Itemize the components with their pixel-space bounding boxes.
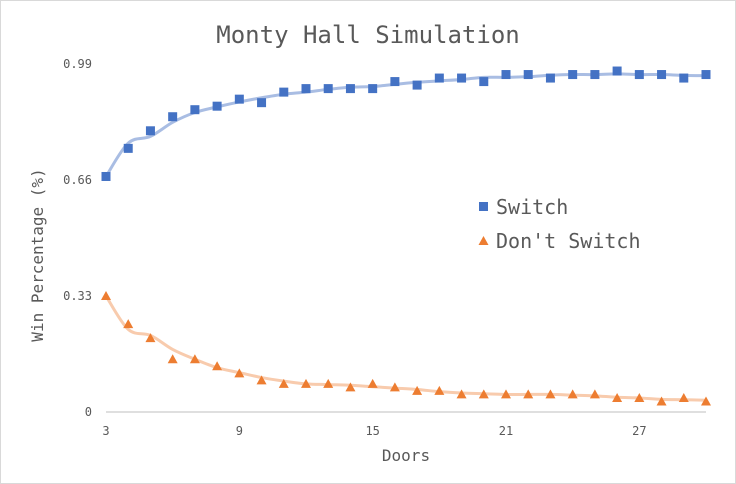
dont-switch-point bbox=[234, 368, 245, 378]
legend-switch-label: Switch bbox=[496, 195, 568, 219]
x-tick-label: 27 bbox=[632, 424, 646, 438]
switch-point bbox=[323, 84, 333, 94]
switch-point bbox=[145, 126, 155, 136]
switch-point bbox=[701, 70, 711, 80]
dont-switch-point bbox=[301, 378, 311, 388]
switch-trendline bbox=[104, 72, 708, 178]
dont-switch-point bbox=[701, 396, 711, 406]
switch-point bbox=[545, 73, 555, 83]
switch-point bbox=[501, 70, 511, 80]
dont-switch-point bbox=[256, 375, 267, 385]
x-tick-label: 9 bbox=[236, 424, 243, 438]
y-tick-label: 0.99 bbox=[63, 57, 92, 71]
dont-switch-trendline bbox=[104, 294, 708, 402]
trendlines bbox=[104, 72, 708, 402]
switch-point bbox=[234, 94, 244, 104]
switch-point bbox=[434, 73, 444, 83]
y-tick-label: 0.33 bbox=[63, 289, 92, 303]
switch-point bbox=[279, 87, 289, 97]
chart-title: Monty Hall Simulation bbox=[216, 21, 519, 49]
x-tick-label: 15 bbox=[365, 424, 379, 438]
dont-switch-point bbox=[612, 392, 623, 402]
dont-switch-point bbox=[634, 392, 645, 402]
dont-switch-point bbox=[567, 389, 578, 399]
dont-switch-point bbox=[123, 319, 134, 329]
switch-point bbox=[212, 101, 222, 111]
switch-point bbox=[568, 70, 578, 80]
dont-switch-point bbox=[478, 389, 489, 399]
legend-dont-switch-label: Don't Switch bbox=[496, 229, 641, 253]
dont-switch-point bbox=[212, 361, 223, 371]
switch-point bbox=[301, 84, 311, 94]
y-tick-label: 0 bbox=[85, 405, 92, 419]
dont-switch-point bbox=[656, 396, 667, 406]
x-tick-label: 21 bbox=[499, 424, 513, 438]
switch-point bbox=[345, 84, 355, 94]
y-tick-label: 0.66 bbox=[63, 173, 92, 187]
switch-point bbox=[412, 80, 422, 90]
dont-switch-point bbox=[412, 385, 423, 395]
switch-point bbox=[657, 70, 667, 80]
switch-point bbox=[457, 73, 467, 83]
y-axis-title: Win Percentage (%) bbox=[28, 168, 47, 341]
switch-point bbox=[368, 84, 378, 94]
switch-point bbox=[590, 70, 600, 80]
legend: Switch Don't Switch bbox=[478, 195, 641, 253]
switch-point bbox=[168, 112, 178, 122]
dont-switch-point bbox=[323, 378, 334, 388]
dont-switch-point bbox=[523, 389, 534, 399]
dont-switch-point bbox=[678, 392, 689, 402]
switch-point bbox=[190, 105, 200, 115]
dont-switch-point bbox=[367, 378, 378, 388]
dont-switch-point bbox=[501, 389, 511, 399]
dont-switch-point bbox=[456, 389, 467, 399]
data-markers bbox=[101, 66, 711, 406]
dont-switch-point bbox=[545, 389, 556, 399]
switch-point bbox=[101, 171, 111, 181]
switch-point bbox=[634, 70, 644, 80]
dont-switch-point bbox=[189, 354, 200, 364]
switch-point bbox=[390, 77, 400, 87]
dont-switch-point bbox=[389, 382, 400, 392]
switch-point bbox=[523, 70, 533, 80]
dont-switch-point bbox=[145, 333, 156, 343]
dont-switch-point bbox=[101, 291, 111, 300]
switch-point bbox=[479, 77, 489, 87]
dont-switch-point bbox=[345, 382, 356, 392]
switch-point bbox=[612, 66, 622, 76]
dont-switch-point bbox=[434, 385, 445, 395]
dont-switch-point bbox=[589, 389, 600, 399]
switch-point bbox=[679, 73, 689, 83]
legend-dont-switch-marker bbox=[478, 236, 489, 245]
switch-point bbox=[257, 98, 267, 108]
legend-switch-marker bbox=[479, 202, 488, 211]
x-tick-label: 3 bbox=[102, 424, 109, 438]
dont-switch-point bbox=[278, 378, 289, 388]
tick-labels: 3 9 15 21 27 0 0.33 0.66 0.99 bbox=[63, 57, 646, 438]
switch-point bbox=[123, 143, 133, 153]
dont-switch-point bbox=[167, 354, 178, 364]
x-axis-title: Doors bbox=[382, 446, 430, 465]
